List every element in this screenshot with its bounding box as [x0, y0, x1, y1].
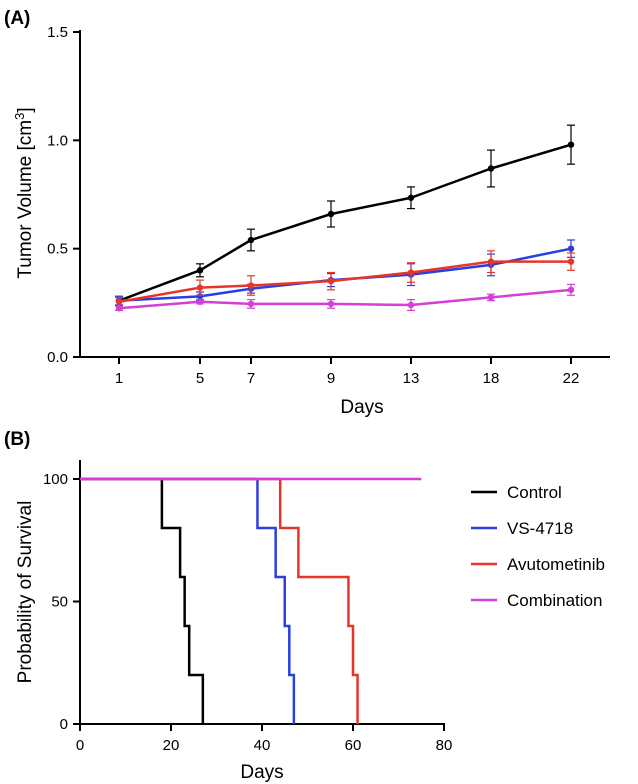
panel-a-label: (A) — [4, 8, 30, 29]
x-tick-label: 80 — [436, 737, 453, 754]
survival-curve-vs-4718 — [80, 477, 296, 724]
x-tick-label: 13 — [403, 370, 420, 387]
data-point-control — [567, 141, 575, 148]
legend-item-vs-4718: VS-4718 — [471, 519, 573, 538]
data-point-avutometinib — [407, 269, 415, 276]
x-tick-label: 0 — [76, 737, 84, 754]
panel-b-legend: Control VS-4718 Avutometinib Combination — [471, 483, 605, 610]
legend-label-control: Control — [507, 483, 562, 502]
panel-a-x-axis-title: Days — [340, 397, 383, 418]
panel-a-series — [115, 124, 575, 312]
panel-b-survival-chart: (B) 0 50 100 0 20 40 60 80 Control VS-4718 Avuto… — [4, 429, 605, 783]
data-point-avutometinib — [327, 277, 335, 285]
legend-item-control: Control — [471, 483, 562, 502]
legend-item-combination: Combination — [471, 591, 602, 610]
y-tick-label: 50 — [51, 594, 68, 611]
y-tick-label: 1.5 — [47, 24, 68, 41]
y-tick-label: 0.0 — [47, 349, 68, 366]
x-tick-label: 18 — [483, 370, 500, 387]
data-point-avutometinib — [115, 298, 123, 305]
data-point-combination — [567, 286, 575, 294]
panel-b-x-ticks: 0 20 40 60 80 — [76, 724, 453, 754]
data-point-combination — [407, 301, 415, 309]
data-point-avutometinib — [487, 258, 495, 265]
data-point-control — [407, 194, 415, 201]
legend-label-vs-4718: VS-4718 — [507, 519, 573, 538]
panel-b-x-axis-title: Days — [240, 762, 283, 783]
data-point-avutometinib — [567, 258, 575, 265]
x-tick-label: 1 — [115, 370, 123, 387]
data-point-avutometinib — [247, 282, 255, 289]
data-point-control — [327, 210, 335, 218]
survival-curve-control — [80, 477, 205, 724]
data-point-combination — [115, 305, 123, 312]
panel-a-y-ticks: 0.0 0.5 1.0 1.5 — [47, 24, 80, 366]
y-tick-label: 0 — [60, 716, 68, 733]
data-point-avutometinib — [196, 284, 204, 291]
panel-b-y-ticks: 0 50 100 — [43, 471, 80, 733]
series-line-combination — [118, 288, 572, 310]
data-point-control — [487, 165, 495, 172]
y-tick-label: 0.5 — [47, 241, 68, 258]
data-point-combination — [327, 300, 335, 308]
data-point-combination — [196, 298, 204, 305]
series-combination — [115, 283, 575, 312]
x-tick-label: 9 — [327, 370, 335, 387]
panel-b-label: (B) — [4, 429, 30, 450]
x-tick-label: 22 — [563, 370, 580, 387]
data-point-vs-4718 — [567, 245, 575, 252]
series-line-control — [118, 143, 572, 302]
legend-item-avutometinib: Avutometinib — [471, 555, 605, 574]
panel-b-series — [80, 477, 422, 724]
panel-a-x-ticks: 1 5 7 9 13 18 22 — [115, 357, 580, 387]
x-tick-label: 5 — [196, 370, 204, 387]
y-tick-label: 1.0 — [47, 132, 68, 149]
y-tick-label: 100 — [43, 471, 68, 488]
x-tick-label: 7 — [247, 370, 255, 387]
data-point-combination — [487, 294, 495, 301]
x-tick-label: 40 — [254, 737, 271, 754]
legend-label-avutometinib: Avutometinib — [507, 555, 605, 574]
legend-label-combination: Combination — [507, 591, 602, 610]
panel-b-y-axis-title: Probability of Survival — [15, 501, 36, 684]
data-point-control — [196, 267, 204, 274]
panel-a-tumor-volume-chart: (A) 0.0 0.5 1.0 1.5 1 5 7 9 13 18 22 Days Tumor V… — [4, 8, 610, 418]
data-point-control — [247, 236, 255, 244]
x-tick-label: 60 — [345, 737, 362, 754]
data-point-combination — [247, 300, 255, 308]
panel-a-y-axis-title: Tumor Volume [cm3] — [12, 107, 37, 278]
survival-curve-avutometinib — [80, 477, 359, 724]
x-tick-label: 20 — [163, 737, 180, 754]
